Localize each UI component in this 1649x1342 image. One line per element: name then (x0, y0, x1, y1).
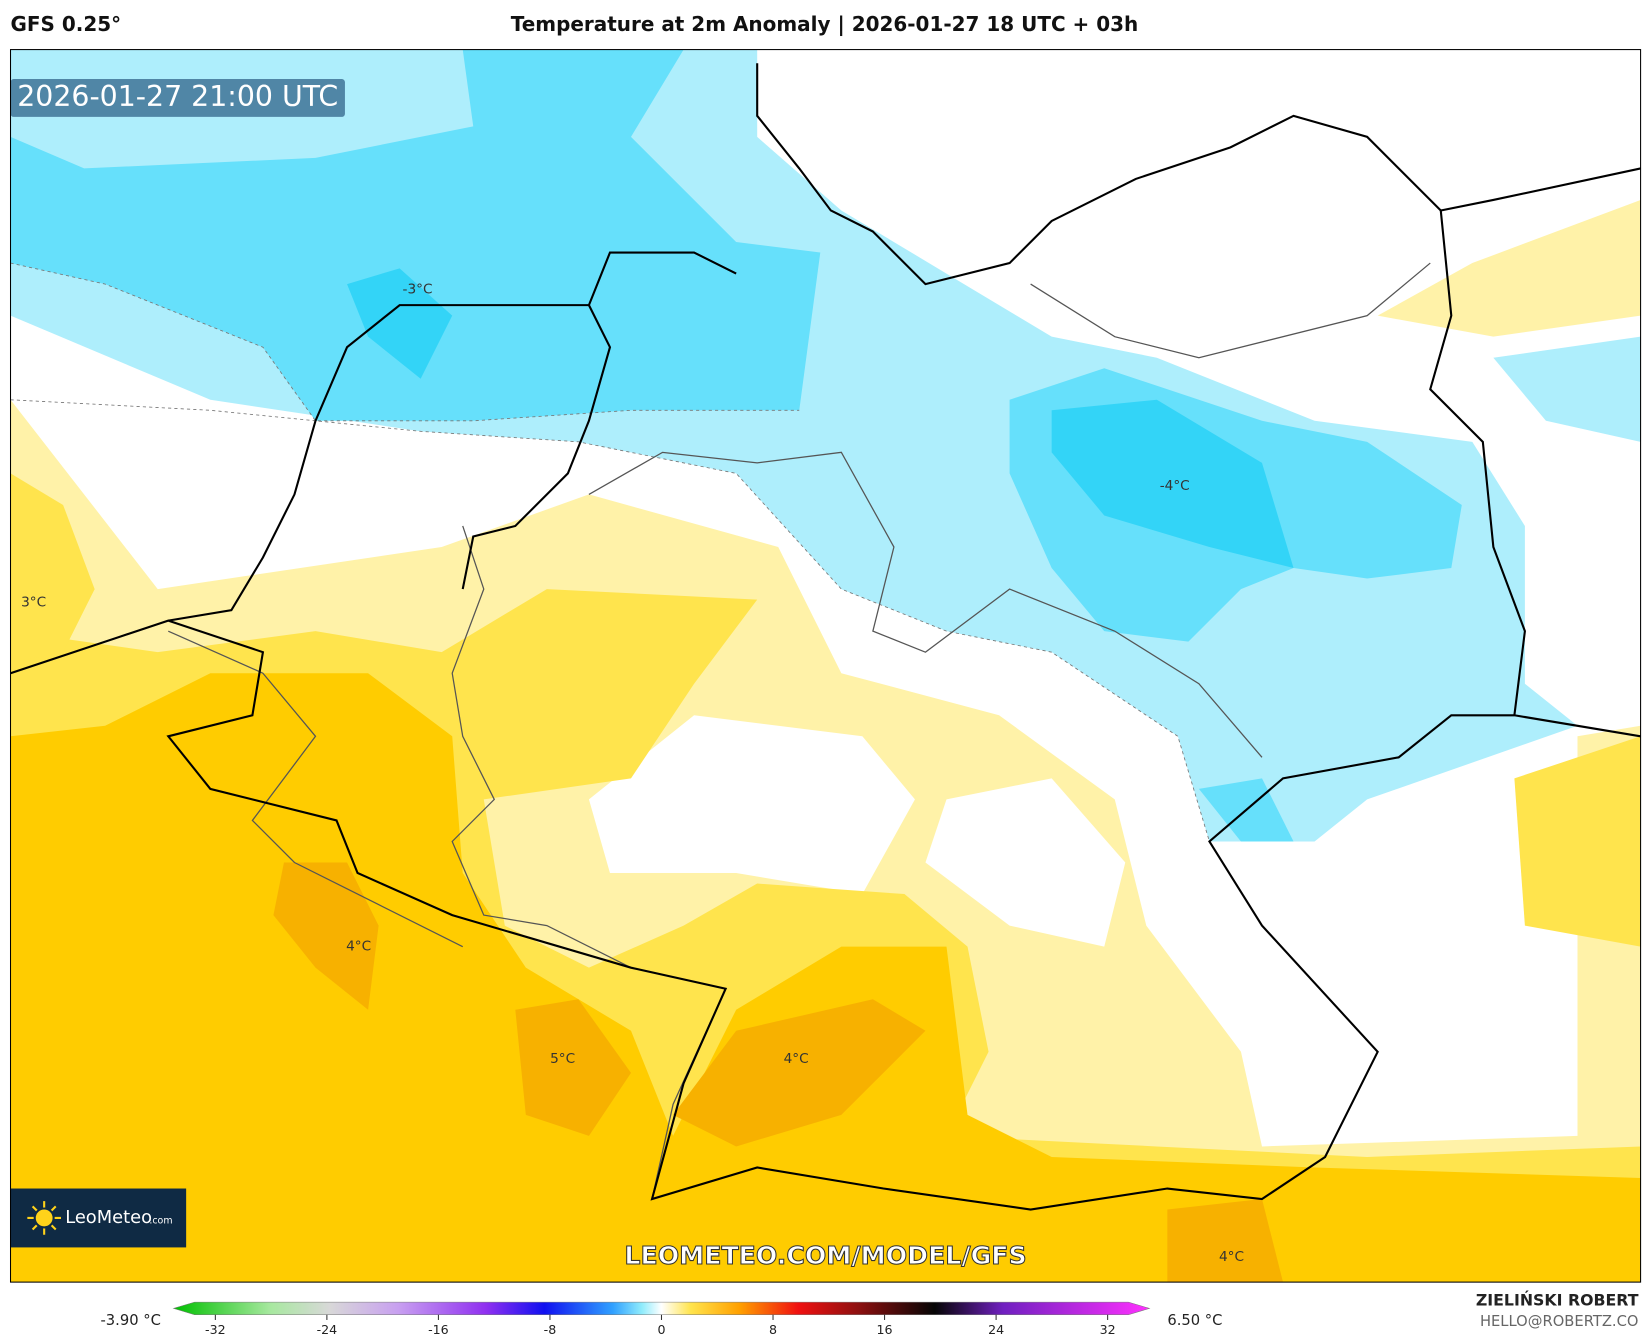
contour-label: -4°C (1160, 478, 1190, 494)
cold-deep (1051, 399, 1294, 569)
contour-label: 4°C (346, 939, 371, 955)
email: HELLO@ROBERTZ.CO (1480, 1313, 1639, 1330)
contour-label: 3°C (21, 595, 46, 611)
author: ZIELIŃSKI ROBERT (1476, 1291, 1639, 1310)
colorbar-tick-label: 8 (769, 1322, 777, 1337)
logo-icon (27, 1201, 61, 1235)
warm-light (1377, 199, 1641, 337)
national-border (461, 304, 612, 590)
contour-label: 4°C (784, 1051, 809, 1067)
warm-mid (10, 473, 95, 663)
neutral (588, 715, 915, 895)
country-border (168, 630, 464, 948)
national-border (10, 619, 1641, 1211)
warm-peak (1167, 1199, 1284, 1283)
warm-peak (515, 999, 631, 1136)
warm-strong (10, 673, 1641, 1283)
warm-peak (273, 862, 379, 1010)
colorbar-tick-label: -24 (317, 1322, 338, 1337)
contour-label: 4°C (1219, 1249, 1244, 1265)
contour-label: 5°C (550, 1051, 575, 1067)
time-box (10, 79, 345, 117)
map-title: Temperature at 2m Anomaly | 2026-01-27 1… (511, 12, 1139, 36)
neutral (925, 778, 1126, 947)
colorbar-tick-label: -32 (205, 1322, 226, 1337)
country-border (588, 451, 1263, 758)
watermark: LEOMETEO.COM/MODEL/GFS (624, 1241, 1026, 1270)
cold-light (1493, 336, 1641, 442)
colorbar-max-label: 6.50 °C (1167, 1312, 1222, 1329)
colorbar-tick-label: 24 (988, 1322, 1004, 1337)
model-name: GFS 0.25° (11, 12, 122, 36)
isotherm (10, 262, 800, 422)
colorbar-tick-label: 0 (657, 1322, 665, 1337)
contour-label: -3°C (403, 281, 433, 297)
cold-mid (10, 49, 821, 421)
colorbar (172, 1301, 1151, 1315)
logo-name: LeoMeteo (65, 1207, 152, 1228)
colorbar-tick-label: -16 (428, 1322, 449, 1337)
colorbar-min-label: -3.90 °C (100, 1312, 160, 1329)
map-frame (9, 49, 1642, 1283)
country-border (1030, 262, 1431, 359)
warm-peak (673, 999, 926, 1147)
valid-time: 2026-01-27 21:00 UTC (17, 80, 338, 113)
coastline (756, 63, 1641, 286)
cold-deep (347, 268, 453, 379)
map-area: -3°C -4°C 3°C 4°C 5°C 4°C 4°C 2026-01-27 21:00… (10, 49, 1641, 1283)
colorbar-tick-label: -8 (544, 1322, 557, 1337)
coastline (168, 251, 737, 622)
warm-mid (1514, 736, 1641, 947)
colorbar-tick-label: 32 (1100, 1322, 1116, 1337)
colorbar-ticks: -32 -24 -16 -8 0 8 16 24 32 (205, 1314, 1116, 1337)
colorbar-tick-label: 16 (877, 1322, 893, 1337)
national-border (1429, 210, 1526, 716)
logo-suffix: .com (149, 1216, 172, 1227)
contour-labels: -3°C -4°C 3°C 4°C 5°C 4°C 4°C (21, 281, 1244, 1265)
